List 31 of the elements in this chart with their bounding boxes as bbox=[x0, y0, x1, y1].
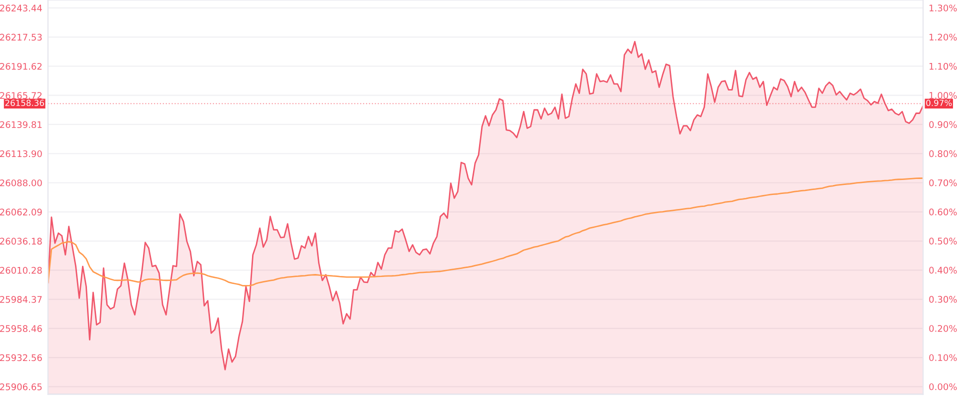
y2-tick-label: 1.30% bbox=[930, 4, 957, 12]
y2-tick-label: 1.10% bbox=[930, 62, 957, 70]
ref-line-label: 26158.36 bbox=[5, 100, 44, 106]
y-tick-label: 26139.81 bbox=[0, 121, 42, 128]
y2-tick-label: 0.10% bbox=[929, 354, 957, 362]
y-tick-label: 26088.00 bbox=[0, 179, 42, 186]
y2-tick-label: 0.00% bbox=[929, 383, 957, 390]
y2-tick-label: 0.90% bbox=[929, 121, 957, 128]
y-tick-label: 26113.90 bbox=[0, 150, 42, 158]
y2-tick-label: 0.80% bbox=[929, 150, 957, 158]
y2-tick-label: 1.20% bbox=[930, 34, 957, 41]
y-tick-label: 26191.62 bbox=[0, 62, 42, 70]
y2-tick-label: 0.60% bbox=[929, 208, 957, 216]
y-tick-label: 25932.56 bbox=[0, 354, 42, 362]
y-tick-label: 26243.44 bbox=[0, 4, 42, 12]
y-tick-label: 25958.46 bbox=[0, 325, 42, 332]
y-tick-label: 26036.18 bbox=[0, 238, 42, 245]
y2-tick-label: 1.00% bbox=[930, 92, 957, 99]
y-tick-label: 26217.53 bbox=[0, 34, 42, 41]
line-series bbox=[48, 177, 924, 286]
y-tick-label: 26010.28 bbox=[0, 266, 42, 274]
y2-tick-label: 0.70% bbox=[929, 179, 957, 186]
y2-tick-label: 0.20% bbox=[929, 325, 957, 332]
y2-tick-label: 0.50% bbox=[929, 238, 957, 244]
y-tick-label: 26062.09 bbox=[0, 208, 42, 216]
y-tick-label: 25984.37 bbox=[0, 296, 42, 303]
y2-tick-label: 0.40% bbox=[929, 266, 957, 274]
annotation: 0.97% bbox=[926, 100, 952, 106]
y-tick-label: 26165.72 bbox=[0, 92, 42, 99]
y2-tick-label: 0.30% bbox=[929, 296, 957, 303]
y-tick-label: 25906.65 bbox=[0, 383, 42, 390]
